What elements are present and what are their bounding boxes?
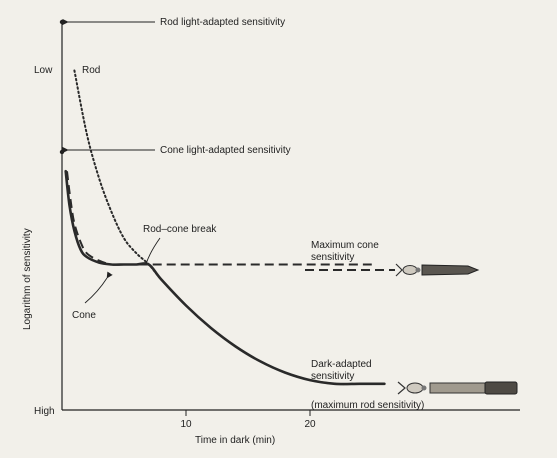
cone-light-adapted-label: Cone light-adapted sensitivity: [160, 145, 291, 156]
series-line-cone: [66, 171, 372, 266]
cone-light-adapted-dot: [59, 149, 65, 155]
series-line-rod: [73, 69, 386, 386]
annotation-rod-cone-break: Rod–cone break: [143, 224, 217, 235]
annotation-max-cone-line1: Maximum cone sensitivity: [311, 240, 379, 263]
annotation-max-rod: (maximum rod sensitivity): [311, 400, 424, 411]
reference-rod-light-adapted: Rod light-adapted sensitivity: [59, 17, 285, 28]
x-tick-label-10: 10: [180, 419, 192, 430]
x-ticks: 10 20: [180, 410, 316, 430]
y-tick-low: Low: [34, 65, 53, 76]
cone-cell-illustration: [395, 263, 480, 277]
rod-cell-illustration: [397, 381, 518, 395]
rod-light-adapted-label: Rod light-adapted sensitivity: [160, 17, 285, 28]
cone-pointer: [84, 271, 113, 304]
y-tick-high: High: [34, 406, 55, 417]
x-tick-label-20: 20: [304, 419, 316, 430]
annotation-rod: Rod: [82, 65, 100, 76]
rod-light-adapted-dot: [59, 19, 65, 25]
x-axis-label: Time in dark (min): [195, 435, 275, 446]
reference-cone-light-adapted: Cone light-adapted sensitivity: [59, 145, 291, 156]
annotation-dark-adapted: Dark-adapted sensitivity: [311, 359, 372, 382]
y-axis-label: Logarithm of sensitivity: [22, 228, 33, 330]
rod-cone-break-pointer: [145, 237, 161, 265]
series-line-combined-threshold: [64, 169, 386, 386]
annotation-cone: Cone: [72, 310, 96, 321]
